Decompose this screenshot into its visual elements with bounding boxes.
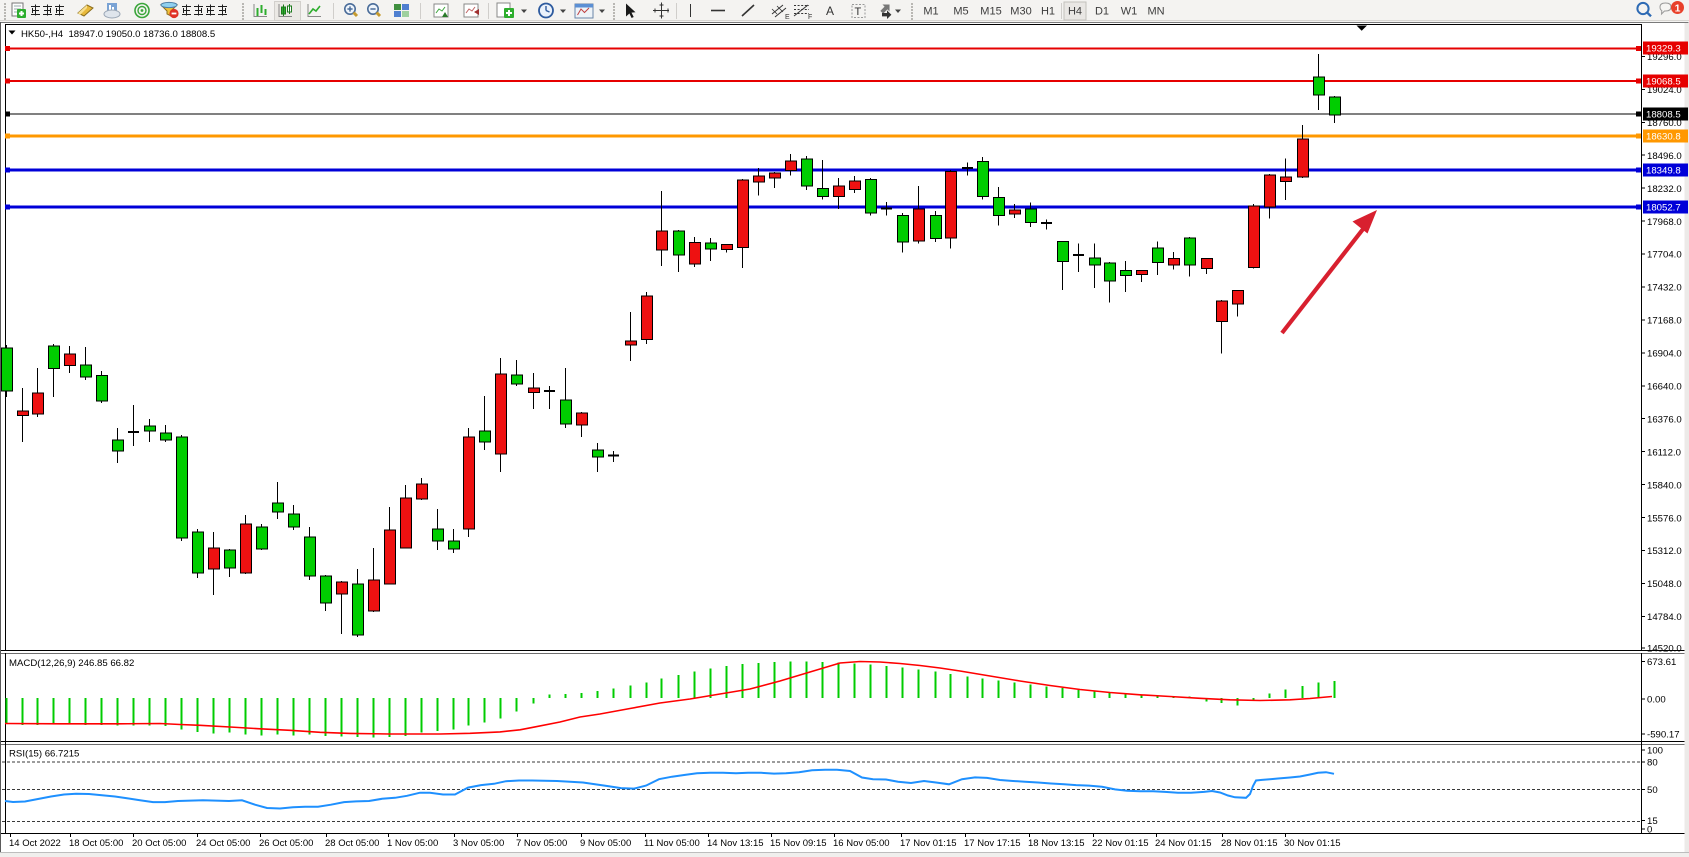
svg-text:14784.0: 14784.0: [1647, 612, 1682, 623]
svg-text:15576.0: 15576.0: [1647, 513, 1682, 524]
svg-text:M30: M30: [1010, 6, 1031, 18]
svg-text:16112.0: 16112.0: [1647, 447, 1681, 458]
svg-text:17704.0: 17704.0: [1647, 250, 1682, 261]
svg-text:H4: H4: [1068, 6, 1082, 18]
svg-text:18052.7: 18052.7: [1646, 203, 1681, 214]
svg-text:80: 80: [1647, 758, 1658, 769]
svg-text:M1: M1: [923, 6, 938, 18]
svg-text:1 Nov 05:00: 1 Nov 05:00: [387, 838, 438, 849]
svg-text:MN: MN: [1147, 6, 1164, 18]
svg-text:3 Nov 05:00: 3 Nov 05:00: [453, 838, 504, 849]
svg-text:18232.0: 18232.0: [1647, 184, 1682, 195]
svg-text:T: T: [855, 6, 862, 18]
svg-text:17 Nov 01:15: 17 Nov 01:15: [900, 838, 957, 849]
svg-text:24 Nov 01:15: 24 Nov 01:15: [1155, 838, 1212, 849]
svg-text:MACD(12,26,9) 246.85 66.82: MACD(12,26,9) 246.85 66.82: [9, 658, 134, 669]
svg-text:19296.0: 19296.0: [1647, 52, 1682, 63]
svg-text:19329.3: 19329.3: [1646, 44, 1681, 55]
svg-text:14 Nov 13:15: 14 Nov 13:15: [707, 838, 764, 849]
svg-text:F: F: [808, 14, 812, 21]
svg-text:E: E: [785, 14, 790, 21]
svg-text:100: 100: [1647, 746, 1663, 757]
svg-text:14520.0: 14520.0: [1647, 644, 1682, 655]
svg-text:28 Nov 01:15: 28 Nov 01:15: [1221, 838, 1278, 849]
svg-text:16904.0: 16904.0: [1647, 349, 1682, 360]
svg-text:M5: M5: [953, 6, 968, 18]
svg-text:7 Nov 05:00: 7 Nov 05:00: [516, 838, 567, 849]
svg-text:18808.5: 18808.5: [1646, 110, 1681, 121]
svg-text:15: 15: [1647, 816, 1658, 827]
svg-text:15840.0: 15840.0: [1647, 480, 1682, 491]
svg-text:30 Nov 01:15: 30 Nov 01:15: [1284, 838, 1341, 849]
svg-text:17 Nov 17:15: 17 Nov 17:15: [964, 838, 1021, 849]
svg-text:18630.8: 18630.8: [1646, 132, 1681, 143]
svg-text:14 Oct 2022: 14 Oct 2022: [9, 838, 61, 849]
svg-text:A: A: [826, 4, 834, 18]
svg-text:17168.0: 17168.0: [1647, 316, 1682, 327]
svg-text:15312.0: 15312.0: [1647, 546, 1682, 557]
svg-text:22 Nov 01:15: 22 Nov 01:15: [1092, 838, 1149, 849]
svg-text:18 Oct 05:00: 18 Oct 05:00: [69, 838, 123, 849]
svg-text:HK50-,H4 18947.0 19050.0 1873: HK50-,H4 18947.0 19050.0 18736.0 18808.5: [21, 29, 215, 40]
svg-text:17968.0: 17968.0: [1647, 217, 1682, 228]
svg-text:16376.0: 16376.0: [1647, 414, 1682, 425]
svg-text:18 Nov 13:15: 18 Nov 13:15: [1028, 838, 1085, 849]
svg-text:15 Nov 09:15: 15 Nov 09:15: [770, 838, 827, 849]
svg-text:0: 0: [1647, 825, 1652, 836]
svg-text:M15: M15: [980, 6, 1001, 18]
svg-text:1: 1: [1675, 2, 1681, 14]
svg-text:W1: W1: [1121, 6, 1138, 18]
svg-text:19024.0: 19024.0: [1647, 85, 1682, 96]
svg-text:11 Nov 05:00: 11 Nov 05:00: [644, 838, 700, 849]
svg-text:16 Nov 05:00: 16 Nov 05:00: [833, 838, 890, 849]
svg-text:673.61: 673.61: [1647, 657, 1676, 668]
svg-text:19068.5: 19068.5: [1646, 77, 1681, 88]
svg-text:D1: D1: [1095, 6, 1109, 18]
svg-text:-590.17: -590.17: [1647, 730, 1680, 741]
svg-text:17432.0: 17432.0: [1647, 283, 1682, 294]
svg-text:26 Oct 05:00: 26 Oct 05:00: [259, 838, 313, 849]
svg-text:50: 50: [1647, 785, 1658, 796]
svg-text:24 Oct 05:00: 24 Oct 05:00: [196, 838, 250, 849]
svg-text:18349.8: 18349.8: [1646, 166, 1681, 177]
svg-text:16640.0: 16640.0: [1647, 382, 1682, 393]
svg-text:18496.0: 18496.0: [1647, 151, 1682, 162]
svg-text:18760.0: 18760.0: [1647, 118, 1682, 129]
svg-text:28 Oct 05:00: 28 Oct 05:00: [325, 838, 379, 849]
svg-text:0.00: 0.00: [1647, 695, 1666, 706]
svg-text:RSI(15) 66.7215: RSI(15) 66.7215: [9, 749, 79, 760]
svg-text:H1: H1: [1041, 6, 1055, 18]
svg-text:15048.0: 15048.0: [1647, 579, 1682, 590]
svg-text:20 Oct 05:00: 20 Oct 05:00: [132, 838, 186, 849]
svg-text:9 Nov 05:00: 9 Nov 05:00: [580, 838, 631, 849]
